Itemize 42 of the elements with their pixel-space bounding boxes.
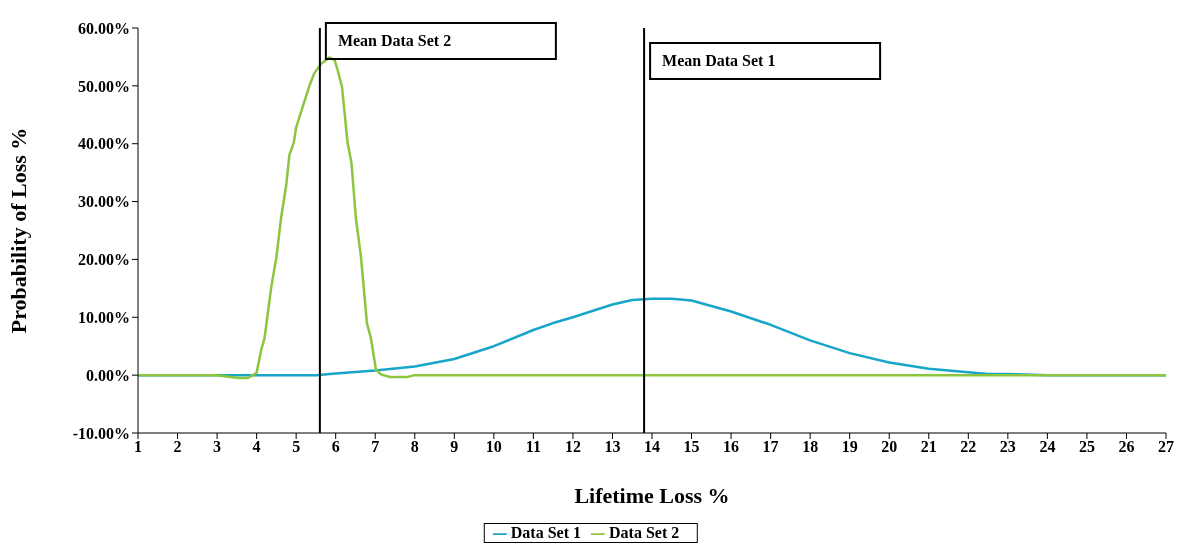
y-tick-label: -10.00% [72,424,130,442]
x-tick-label: 6 [331,438,340,456]
x-axis-title: Lifetime Loss % [574,483,730,508]
x-tick-label: 13 [604,438,621,456]
ref-line-label: Mean Data Set 1 [662,52,776,69]
x-tick-label: 4 [252,438,261,456]
ref-line-label: Mean Data Set 2 [337,32,452,49]
y-tick-label: 20.00% [78,251,130,269]
x-tick-label: 18 [802,438,819,456]
legend-label: Data Set 1 [510,524,581,541]
x-tick-label: 16 [723,438,740,456]
y-tick-label: 30.00% [78,193,130,211]
x-tick-label: 27 [1158,438,1174,456]
legend-label: Data Set 2 [609,524,680,541]
x-tick-label: 9 [450,438,459,456]
x-tick-label: 5 [292,438,301,456]
x-tick-label: 25 [1078,438,1095,456]
x-tick-label: 10 [485,438,502,456]
x-tick-label: 2 [173,438,182,456]
x-tick-label: 3 [213,438,222,456]
x-tick-label: 14 [644,438,660,456]
x-tick-label: 21 [920,438,937,456]
x-tick-label: 24 [1039,438,1056,456]
x-tick-label: 26 [1118,438,1135,456]
x-tick-label: 8 [410,438,419,456]
x-tick-label: 15 [683,438,700,456]
x-tick-label: 12 [564,438,581,456]
y-tick-label: 50.00% [78,77,130,95]
x-tick-label: 22 [960,438,977,456]
x-tick-label: 1 [134,438,142,456]
x-tick-label: 20 [881,438,898,456]
x-tick-label: 11 [525,438,541,456]
x-tick-label: 17 [762,438,779,456]
y-tick-label: 10.00% [78,308,130,326]
x-tick-label: 19 [841,438,858,456]
y-tick-label: 0.00% [86,366,130,384]
x-tick-label: 7 [371,438,380,456]
y-axis-title: Probability of Loss % [5,127,31,334]
y-tick-label: 60.00% [78,19,130,37]
x-tick-label: 23 [999,438,1016,456]
y-tick-label: 40.00% [78,135,130,153]
line-series [138,56,1166,380]
